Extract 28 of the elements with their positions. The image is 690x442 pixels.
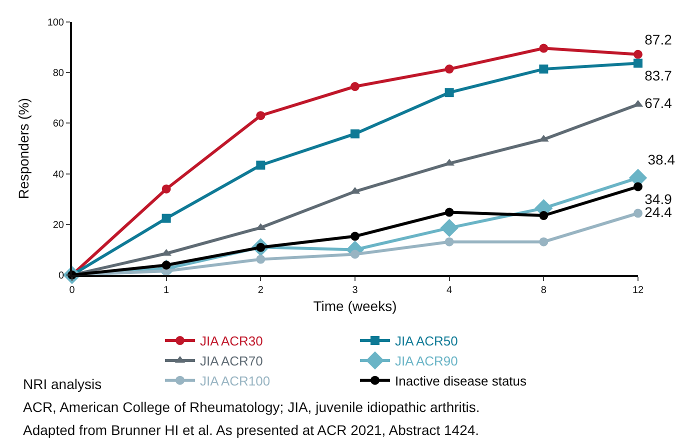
data-label: 83.7 (644, 67, 672, 84)
legend-label: JIA ACR70 (200, 354, 263, 369)
y-tick-label: 20 (52, 220, 64, 231)
legend-label: Inactive disease status (395, 373, 528, 388)
x-tick-label: 3 (352, 285, 358, 296)
legend-label: JIA ACR50 (395, 334, 458, 349)
data-label: 87.2 (644, 31, 672, 48)
text: Adapted from Brunner HI et al. As presented at ACR 2021, Abstract 1424. (23, 422, 480, 438)
x-tick-label: 1 (164, 285, 170, 296)
x-tick-label: 12 (632, 285, 644, 296)
x-tick-label: 4 (446, 285, 453, 296)
legend-label: JIA ACR30 (200, 334, 263, 349)
data-label: 38.4 (648, 152, 676, 168)
legend-label: JIA ACR100 (200, 373, 270, 388)
y-axis-title: Responders (%) (15, 98, 32, 200)
y-tick-label: 60 (52, 118, 64, 130)
y-tick-label: 80 (52, 68, 64, 80)
text: ACR, American College of Rheumatology; JIA, juvenile idiopathic arthritis. (23, 399, 480, 415)
y-tick-label: 0 (58, 270, 64, 282)
x-tick-label: 0 (69, 285, 76, 296)
y-tick-label: 40 (52, 169, 64, 180)
y-tick-label: 100 (47, 18, 64, 28)
legend-label: JIA ACR90 (395, 354, 458, 369)
x-axis-title: Time (weeks) (313, 298, 397, 314)
data-label: 67.4 (644, 94, 672, 111)
x-tick-label: 8 (540, 285, 547, 296)
x-tick-label: 2 (258, 285, 264, 296)
text: NRI analysis (23, 376, 102, 392)
